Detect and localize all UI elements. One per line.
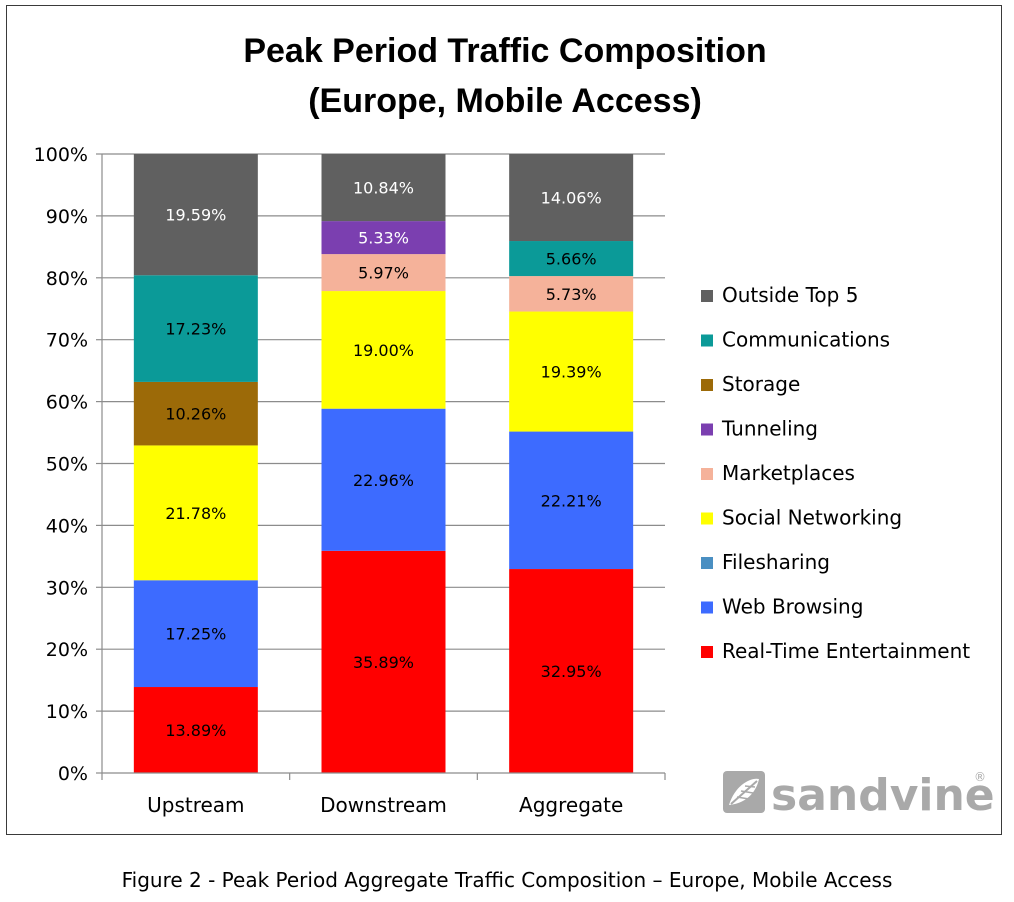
- y-tick-label: 30%: [46, 577, 88, 599]
- data-label: 22.96%: [353, 471, 414, 490]
- bar-segment: [321, 550, 446, 773]
- chart-title-line-2: (Europe, Mobile Access): [308, 82, 702, 120]
- legend-swatch: [701, 646, 713, 658]
- bar-segment: [321, 408, 446, 551]
- chart-frame: Peak Period Traffic Composition (Europe,…: [6, 5, 1002, 835]
- data-label: 5.73%: [546, 285, 597, 304]
- bar-segment: [509, 241, 634, 277]
- bar-segment: [509, 311, 634, 432]
- data-label: 17.23%: [165, 320, 226, 339]
- data-label: 5.66%: [546, 250, 597, 269]
- y-tick-label: 20%: [46, 639, 88, 661]
- data-label: 22.21%: [541, 491, 602, 510]
- data-label: 10.84%: [353, 179, 414, 198]
- y-tick-label: 70%: [46, 330, 88, 352]
- bar-segment: [133, 580, 258, 688]
- y-tick-label: 10%: [46, 701, 88, 723]
- bar-segment: [133, 275, 258, 382]
- bar-segment: [321, 254, 446, 292]
- y-tick-label: 60%: [46, 392, 88, 414]
- legend-label: Social Networking: [722, 506, 902, 530]
- bar-segment: [133, 154, 258, 276]
- x-category-label: Aggregate: [519, 793, 623, 817]
- legend-swatch: [701, 557, 713, 569]
- sandvine-logo: sandvine ®: [723, 770, 995, 821]
- data-label: 13.89%: [165, 721, 226, 740]
- legend-swatch: [701, 601, 713, 614]
- bar-segment: [509, 154, 634, 242]
- bar-segment: [321, 221, 446, 255]
- bar-segment: [509, 569, 634, 773]
- bar-segment: [509, 431, 634, 570]
- legend-label: Storage: [722, 372, 800, 396]
- bar-segment: [509, 276, 634, 312]
- legend-label: Real-Time Entertainment: [722, 639, 970, 663]
- data-label: 35.89%: [353, 653, 414, 672]
- data-label: 19.59%: [165, 206, 226, 225]
- data-label: 19.39%: [541, 363, 602, 382]
- chart-svg: Peak Period Traffic Composition (Europe,…: [34, 32, 995, 821]
- legend-swatch: [701, 290, 713, 302]
- x-category-label: Upstream: [147, 793, 244, 817]
- legend-label: Filesharing: [722, 550, 830, 574]
- legend-swatch: [701, 379, 713, 391]
- data-label: 17.25%: [165, 625, 226, 644]
- data-label: 10.26%: [165, 405, 226, 424]
- data-label: 5.97%: [358, 264, 409, 283]
- bars: 13.89% 17.25% 21.78% 10.26% 17.23% 19.59% 35.8…: [133, 154, 634, 773]
- data-label: 21.78%: [165, 504, 226, 523]
- x-category-label: Downstream: [320, 793, 447, 817]
- legend-swatch: [701, 512, 713, 525]
- legend-swatch: [701, 468, 713, 480]
- legend-label: Communications: [722, 328, 890, 352]
- bar-segment: [321, 154, 446, 222]
- legend-label: Tunneling: [721, 417, 818, 441]
- legend-label: Outside Top 5: [722, 283, 858, 307]
- sandvine-logo-text: sandvine: [771, 770, 995, 821]
- legend-label: Web Browsing: [722, 595, 863, 619]
- y-tick-label: 80%: [46, 268, 88, 290]
- figure-caption: Figure 2 - Peak Period Aggregate Traffic…: [121, 868, 893, 892]
- data-label: 19.00%: [353, 341, 414, 360]
- bar-segment: [321, 291, 446, 409]
- legend-swatch: [701, 334, 713, 347]
- bar-segment: [133, 445, 258, 581]
- y-tick-label: 40%: [46, 515, 88, 537]
- y-tick-label: 0%: [58, 763, 88, 785]
- sandvine-logo-icon: [723, 771, 765, 813]
- bar-segment: [133, 687, 258, 773]
- bar-segment: [133, 381, 258, 446]
- data-label: 32.95%: [541, 662, 602, 681]
- legend: Outside Top 5 Communications Storage Tunnel…: [701, 283, 970, 663]
- y-tick-label: 50%: [46, 454, 88, 476]
- axes: 0% 10% 20% 30% 40% 50% 60% 70% 80% 90% 100% Upstrea…: [34, 144, 666, 817]
- chart-title-line-1: Peak Period Traffic Composition: [243, 32, 766, 70]
- y-tick-label: 100%: [34, 144, 88, 166]
- y-tick-label: 90%: [46, 206, 88, 228]
- legend-swatch: [701, 423, 713, 436]
- data-label: 5.33%: [358, 229, 409, 248]
- data-label: 14.06%: [541, 189, 602, 208]
- legend-label: Marketplaces: [722, 461, 855, 485]
- registered-mark: ®: [974, 770, 986, 784]
